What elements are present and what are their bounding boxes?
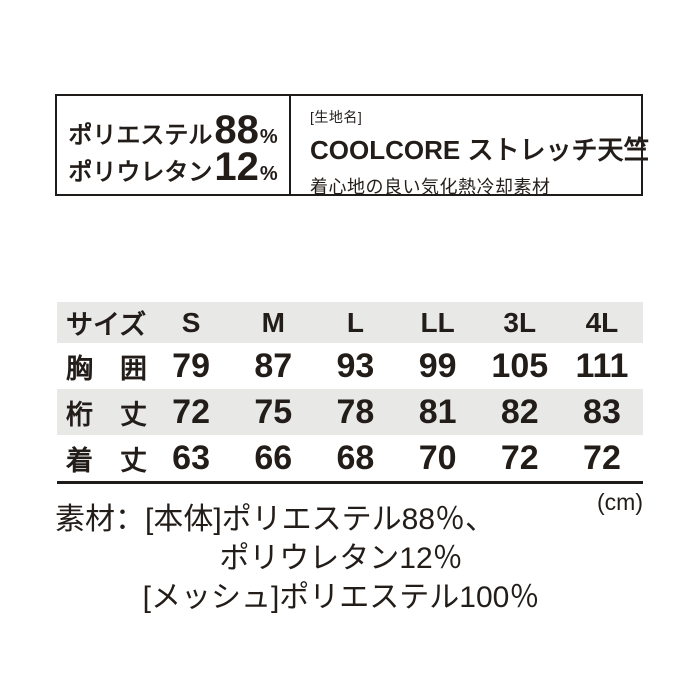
cell-value: 72 <box>172 392 210 431</box>
size-col-3l: 3L <box>503 306 537 338</box>
composition-unit: % <box>259 163 278 185</box>
table-row-length: 着 丈 63 66 68 70 72 72 <box>57 435 643 481</box>
table-row-chest: 胸 囲 79 87 93 99 105 111 <box>57 343 643 389</box>
size-col-m: M <box>261 306 285 338</box>
row-label: 桁 丈 <box>66 399 147 430</box>
fabric-info-box: ポリエステル 88 % ポリウレタン 12 % [生地名] COOLCORE ス… <box>55 94 649 197</box>
cell-value: 75 <box>254 392 293 431</box>
composition-unit: % <box>259 126 278 148</box>
cell-value: 72 <box>500 438 539 477</box>
cell-value: 99 <box>418 346 457 385</box>
cell-value: 72 <box>583 438 621 477</box>
composition-cell: ポリエステル 88 % ポリウレタン 12 % <box>57 96 291 194</box>
cell-value: 63 <box>172 438 210 477</box>
unit-label: (cm) <box>597 489 643 515</box>
cell-value: 87 <box>254 346 293 385</box>
size-col-4l: 4L <box>585 306 619 338</box>
composition-line-polyurethane: ポリウレタン 12 % <box>68 145 277 189</box>
fabric-name: COOLCORE ストレッチ天竺 <box>310 135 650 165</box>
cell-value: 83 <box>583 392 621 431</box>
composition-name: ポリウレタン <box>68 159 213 186</box>
fabric-description: 着心地の良い気化熱冷却素材 <box>310 177 551 197</box>
fabric-name-label: [生地名] <box>310 109 363 125</box>
material-note-line: 素材：[本体]ポリエステル88％、 <box>55 503 496 536</box>
size-table-header-row: サイズ S M L LL 3L 4L <box>57 302 643 343</box>
composition-line-polyester: ポリエステル 88 % <box>68 108 277 152</box>
row-label: 着 丈 <box>66 445 147 476</box>
size-col-ll: LL <box>420 306 455 338</box>
table-row-sleeve: 桁 丈 72 75 78 81 82 83 <box>57 389 643 435</box>
cell-value: 70 <box>418 438 457 477</box>
composition-value: 12 <box>214 145 259 189</box>
cell-value: 111 <box>575 346 629 385</box>
size-col-s: S <box>181 306 201 338</box>
fabric-name-cell: [生地名] COOLCORE ストレッチ天竺 着心地の良い気化熱冷却素材 <box>291 96 650 197</box>
cell-value: 82 <box>500 392 539 431</box>
composition-value: 88 <box>214 108 259 152</box>
size-header-label: サイズ <box>66 310 147 340</box>
cell-value: 105 <box>491 346 549 385</box>
row-label: 胸 囲 <box>66 353 147 384</box>
material-note-line: ポリウレタン12％ <box>219 542 463 575</box>
cell-value: 68 <box>336 438 375 477</box>
size-col-l: L <box>346 306 364 338</box>
cell-value: 79 <box>172 346 210 385</box>
cell-value: 78 <box>336 392 375 431</box>
material-note: 素材：[本体]ポリエステル88％、 ポリウレタン12％ [メッシュ]ポリエステル… <box>55 500 627 617</box>
composition-name: ポリエステル <box>68 122 213 149</box>
size-table: サイズ S M L LL 3L 4L 胸 囲 79 87 93 99 105 1… <box>57 302 643 484</box>
cell-value: 81 <box>418 392 457 431</box>
cell-value: 66 <box>254 438 293 477</box>
material-note-line: [メッシュ]ポリエステル100％ <box>142 581 540 614</box>
cell-value: 93 <box>336 346 375 385</box>
